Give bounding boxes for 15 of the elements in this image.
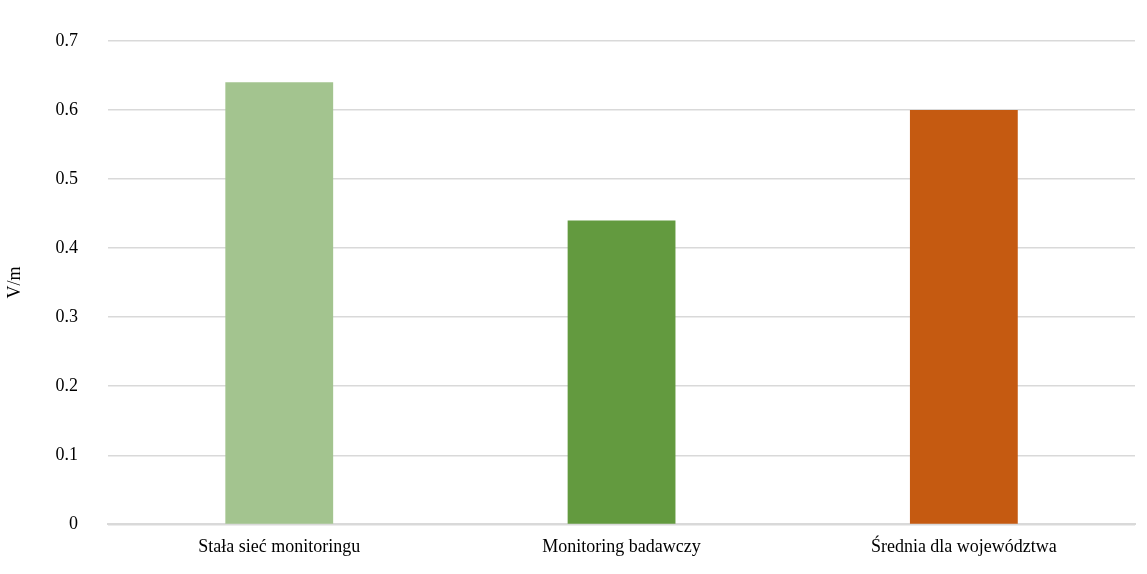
y-tick-label: 0 (69, 513, 79, 534)
x-tick-label: Monitoring badawczy (542, 535, 701, 556)
y-tick-label: 0.3 (55, 305, 79, 326)
y-tick-label: 0.7 (55, 29, 79, 50)
y-tick-label: 0.6 (55, 98, 79, 119)
y-tick-label: 0.4 (55, 236, 79, 257)
bar (909, 109, 1018, 524)
bar (567, 220, 676, 524)
y-tick-label: 0.5 (55, 167, 79, 188)
y-axis-title: V/m (3, 266, 24, 299)
y-tick-label: 0.2 (55, 374, 79, 395)
y-tick-label: 0.1 (55, 444, 79, 465)
x-tick-label: Stała sieć monitoringu (198, 535, 361, 556)
bar (225, 82, 334, 524)
x-tick-label: Średnia dla województwa (870, 534, 1057, 556)
